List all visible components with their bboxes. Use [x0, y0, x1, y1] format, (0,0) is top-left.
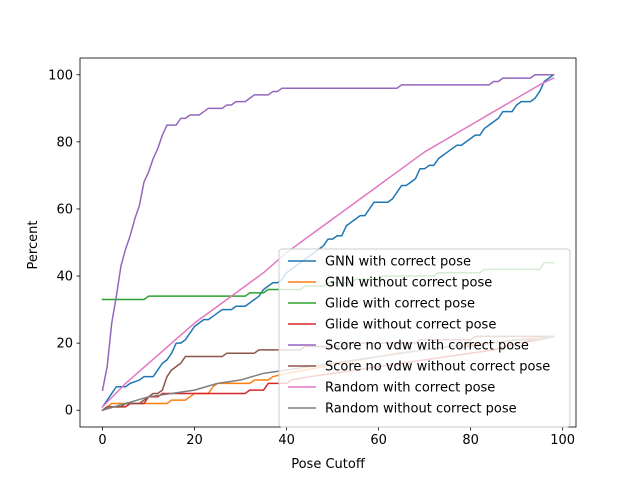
x-tick-label: 80 [462, 433, 479, 448]
legend-label: Glide without correct pose [325, 318, 496, 333]
y-axis-ticks: 0 20 40 60 80 100 [48, 68, 80, 419]
series-line-score-no-vdw-with-correct-pose [101, 74, 555, 391]
legend-label: Score no vdw without correct pose [325, 360, 550, 375]
legend-label: Random without correct pose [325, 402, 517, 417]
x-tick-label: 60 [370, 433, 387, 448]
x-axis-ticks: 0 20 40 60 80 100 [98, 427, 575, 448]
y-tick-label: 80 [56, 135, 73, 150]
x-axis-label: Pose Cutoff [291, 457, 366, 472]
x-tick-label: 100 [550, 433, 575, 448]
legend-label: Random with correct pose [325, 381, 495, 396]
y-tick-label: 60 [56, 202, 73, 217]
y-tick-label: 20 [56, 337, 73, 352]
x-tick-label: 0 [98, 433, 106, 448]
x-tick-label: 40 [278, 433, 295, 448]
y-tick-label: 0 [65, 404, 73, 419]
series-line-random-with-correct-pose [101, 77, 555, 408]
legend-label: GNN with correct pose [325, 255, 471, 270]
y-tick-label: 40 [56, 270, 73, 285]
y-axis-label: Percent [26, 221, 41, 270]
y-tick-label: 100 [48, 68, 73, 83]
series-line-gnn-with-correct-pose [101, 73, 555, 408]
legend-label: GNN without correct pose [325, 276, 492, 291]
x-tick-label: 20 [186, 433, 203, 448]
legend-label: Glide with correct pose [325, 297, 475, 312]
legend: GNN with correct pose GNN without correct… [278, 248, 571, 428]
legend-box [278, 248, 571, 428]
legend-label: Score no vdw with correct pose [325, 339, 529, 354]
